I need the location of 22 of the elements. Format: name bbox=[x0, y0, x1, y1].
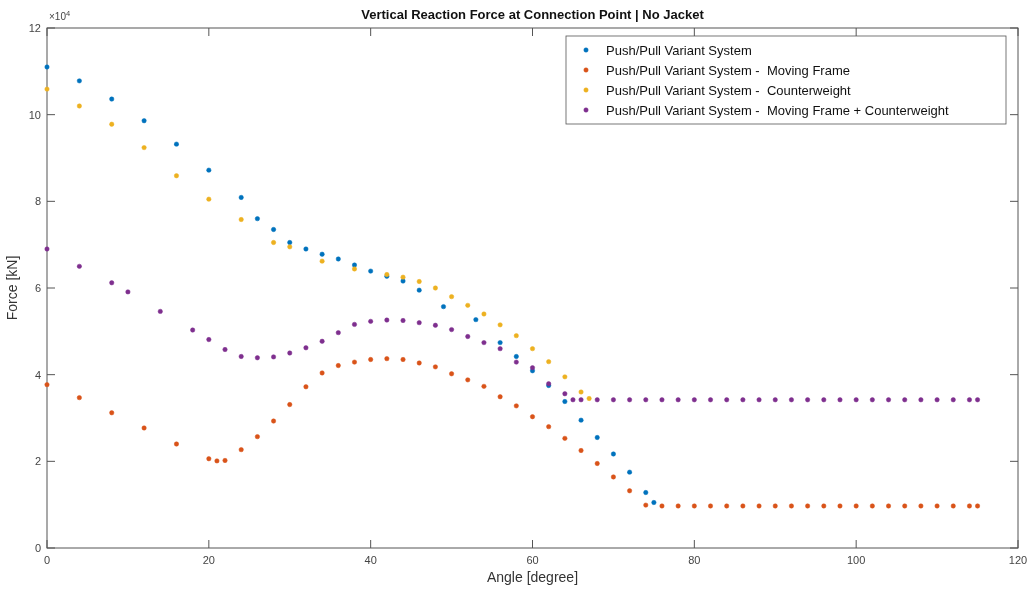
y-tick-label: 4 bbox=[34, 368, 41, 381]
x-tick-label: 40 bbox=[364, 554, 377, 566]
x-tick-label: 100 bbox=[846, 554, 866, 566]
legend-label: Push/Pull Variant System - Moving Frame + Counterweight bbox=[606, 103, 949, 118]
y-tick-label: 12 bbox=[28, 22, 41, 34]
x-tick-label: 20 bbox=[202, 554, 215, 566]
legend-label: Push/Pull Variant System - Moving Frame bbox=[606, 63, 850, 78]
x-tick-label: 120 bbox=[1008, 554, 1028, 566]
y-tick-label: 6 bbox=[34, 282, 41, 294]
y-tick-label: 0 bbox=[34, 542, 41, 554]
text: ×10$^{4}$ bbox=[49, 8, 71, 22]
y-axis-title: Force [kN] bbox=[4, 255, 20, 321]
y-tick-label: 2 bbox=[34, 455, 41, 468]
x-tick-label: 80 bbox=[688, 554, 701, 566]
x-axis-title: Angle [degree] bbox=[486, 569, 579, 585]
legend-label: Push/Pull Variant System bbox=[606, 43, 752, 58]
x-tick-label: 0 bbox=[43, 554, 51, 566]
y-tick-label: 8 bbox=[34, 195, 41, 208]
x-tick-label: 60 bbox=[526, 554, 539, 566]
legend-label: Push/Pull Variant System - Counterweight bbox=[606, 83, 852, 98]
chart-title: Vertical Reaction Force at Connection Point | No Jacket bbox=[361, 7, 705, 22]
y-tick-label: 10 bbox=[28, 108, 41, 121]
